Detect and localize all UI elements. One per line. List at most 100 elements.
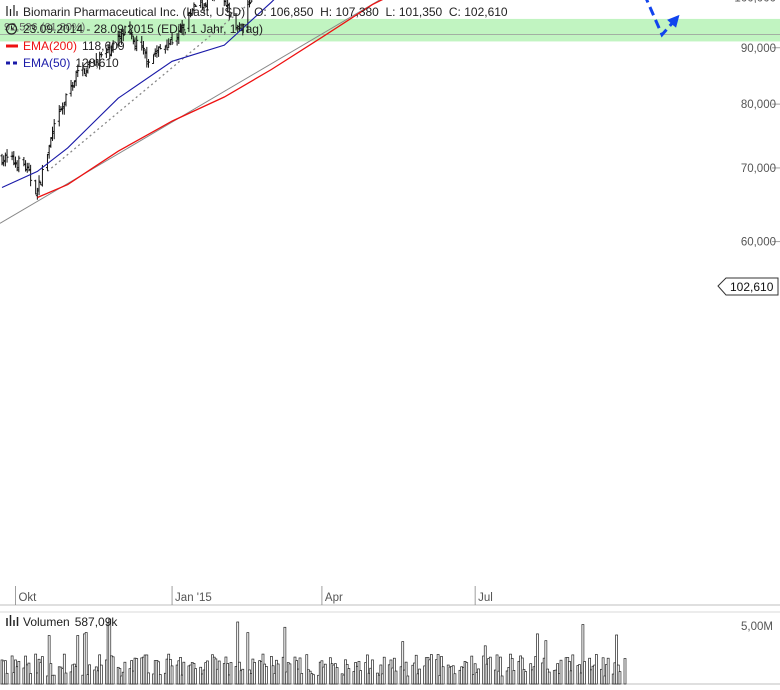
ema200-line xyxy=(37,0,384,199)
last-price-tag: 102,610 xyxy=(717,277,779,296)
ohlc-values: O: 106,850 H: 107,380 L: 101,350 C: 102,… xyxy=(254,5,508,19)
volume-bar xyxy=(147,672,150,685)
volume-bar xyxy=(84,632,88,685)
volume-bar xyxy=(512,670,516,685)
volume-bar xyxy=(524,671,528,685)
volume-bar xyxy=(64,672,68,685)
volume-bar xyxy=(404,661,408,685)
ema50-legend-value: 128,610 xyxy=(75,56,119,70)
x-tick-label-1: Jan '15 xyxy=(175,592,212,604)
svg-text:EMA(50)128,610: EMA(50) 128,610 xyxy=(23,56,119,70)
volume-bar xyxy=(47,635,51,685)
y-tick-label-9: 80,000 xyxy=(741,99,776,111)
instrument-name: Biomarin Pharmaceutical Inc. (Last, USD) xyxy=(23,5,245,19)
volume-bar xyxy=(595,654,598,685)
volume-bar xyxy=(4,660,7,685)
volume-bar xyxy=(581,624,585,685)
support-zone xyxy=(0,18,780,42)
volume-bar xyxy=(359,670,362,685)
y-tick-label-11: 60,000 xyxy=(741,237,776,249)
volume-bar xyxy=(253,662,256,685)
svg-text:EMA(200)118,609: EMA(200) 118,609 xyxy=(23,39,125,53)
volume-bar xyxy=(536,633,539,685)
y-tick-label-10: 70,000 xyxy=(741,163,776,175)
volume-bar xyxy=(601,657,605,685)
volume-bar xyxy=(99,664,103,685)
overlay-layer xyxy=(645,0,680,38)
volume-bar xyxy=(241,668,245,685)
volume-bar xyxy=(217,660,221,685)
volume-bar xyxy=(470,655,474,685)
volume-header: Volumen 587,09k 5,00M xyxy=(6,615,773,633)
volume-bar xyxy=(418,668,421,685)
bearish-scenario-arrow xyxy=(645,0,680,38)
volume-bar xyxy=(236,621,240,685)
volume-bar xyxy=(300,673,304,685)
volume-bar xyxy=(283,626,287,685)
volume-bar xyxy=(583,661,586,685)
volume-bar xyxy=(265,666,268,685)
volume-bar xyxy=(477,668,480,685)
volume-layer xyxy=(0,611,780,685)
volume-bar xyxy=(76,635,80,685)
volume-bar xyxy=(194,668,197,685)
volume-bar xyxy=(229,662,233,685)
volume-bar xyxy=(5,672,9,685)
volume-bar xyxy=(170,665,174,685)
volume-bar xyxy=(394,670,398,685)
ema200-legend-name: EMA(200) xyxy=(23,39,77,53)
last-price-label: 102,610 xyxy=(730,280,774,294)
volume-bar xyxy=(88,664,91,685)
volume-bar xyxy=(615,634,618,685)
volume-bar xyxy=(606,657,610,685)
volume-bar xyxy=(441,666,445,685)
x-tick-label-3: Jul xyxy=(478,592,493,604)
date-range: 23.09.2014 - 28.09.2015 (EDT, 1 Jahr, 1 … xyxy=(23,22,263,36)
x-tick-label-0: Okt xyxy=(18,592,37,604)
volume-bar xyxy=(298,657,302,685)
volume-bar xyxy=(323,663,327,685)
chart-header: Biomarin Pharmaceutical Inc. (Last, USD)… xyxy=(5,5,508,70)
volume-bar xyxy=(430,654,433,685)
volume-bars-icon xyxy=(6,615,19,626)
volume-bar xyxy=(135,658,139,685)
volume-bar xyxy=(465,662,469,685)
volume-bar xyxy=(29,673,32,685)
volume-bar xyxy=(111,656,115,685)
volume-bar xyxy=(206,660,209,685)
volume-bar xyxy=(41,656,44,685)
volume-bar xyxy=(414,654,418,685)
volume-bar xyxy=(276,663,280,685)
volume-bar xyxy=(158,674,162,685)
volume-bar xyxy=(347,668,351,685)
volume-bar xyxy=(157,661,160,685)
volume-bar xyxy=(547,671,551,685)
volume-bar xyxy=(544,640,548,685)
ema-layer xyxy=(1,0,384,199)
volume-bar xyxy=(182,661,186,685)
volume-bar xyxy=(335,667,339,685)
volume-bar xyxy=(108,618,112,685)
volume-bar xyxy=(500,675,504,685)
volume-bar xyxy=(436,654,440,685)
axis-layer: 170,000160,000150,000140,000130,000120,0… xyxy=(0,0,780,606)
volume-bar xyxy=(10,655,14,685)
volume-bar xyxy=(499,656,502,685)
bar-chart-icon xyxy=(6,5,18,16)
volume-value: 587,09k xyxy=(75,615,119,629)
volume-bar xyxy=(34,653,38,685)
ema50-legend-name: EMA(50) xyxy=(23,56,70,70)
ema200-legend-value: 118,609 xyxy=(82,39,125,53)
volume-axis-label: 5,00M xyxy=(741,621,773,633)
svg-text:Biomarin Pharmaceutical Inc. (: Biomarin Pharmaceutical Inc. (Last, USD)… xyxy=(23,5,508,19)
volume-bar xyxy=(618,671,622,685)
volume-bar xyxy=(226,663,229,685)
volume-bar xyxy=(488,656,492,685)
y-tick-label-7: 100,000 xyxy=(734,0,776,4)
volume-bar xyxy=(49,663,53,685)
volume-bar xyxy=(366,654,369,685)
volume-bar xyxy=(571,654,575,685)
volume-label: Volumen xyxy=(23,615,70,629)
